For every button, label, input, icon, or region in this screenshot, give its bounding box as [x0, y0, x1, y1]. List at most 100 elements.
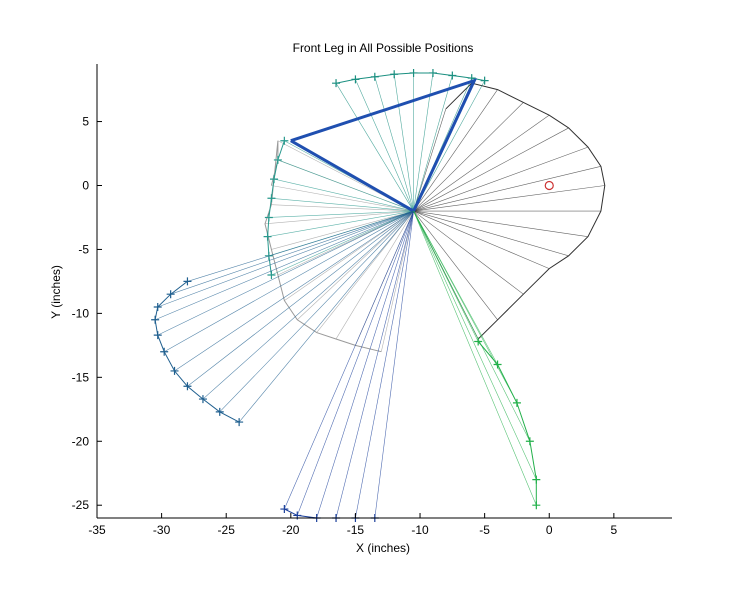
- data-point: [166, 290, 175, 299]
- fan-line: [271, 204, 414, 212]
- fan-line: [380, 211, 414, 352]
- fan-line: [413, 127, 569, 212]
- data-point: [280, 136, 289, 145]
- data-point: [525, 437, 534, 446]
- series-3: [263, 136, 414, 280]
- x-tick-label: -35: [88, 523, 106, 537]
- fan-line: [413, 210, 531, 442]
- data-point: [493, 360, 502, 369]
- series-1: [413, 82, 606, 340]
- fan-line: [271, 210, 414, 250]
- fan-line: [316, 210, 414, 333]
- fan-line: [413, 210, 550, 269]
- fan-line: [273, 178, 414, 212]
- fan-line: [413, 210, 569, 257]
- fan-line: [393, 74, 414, 212]
- fan-line: [355, 79, 414, 212]
- data-point: [474, 337, 483, 346]
- y-tick-label: -5: [78, 242, 89, 256]
- y-axis-label: Y (inches): [49, 265, 63, 319]
- chart-title: Front Leg in All Possible Positions: [293, 41, 474, 55]
- data-point: [390, 70, 399, 79]
- x-tick-label: 0: [546, 523, 553, 537]
- fan-line: [297, 210, 414, 320]
- series-line: [290, 78, 478, 214]
- fan-line: [277, 159, 414, 212]
- data-point: [532, 501, 541, 510]
- fan-line: [413, 210, 518, 404]
- fan-line: [170, 210, 414, 295]
- data-point: [370, 72, 379, 81]
- data-point: [183, 382, 192, 391]
- fan-line: [355, 211, 414, 519]
- data-point: [273, 155, 282, 164]
- fan-line: [284, 210, 414, 510]
- x-tick-label: -5: [479, 523, 490, 537]
- data-point: [153, 331, 162, 340]
- data-point: [512, 398, 521, 407]
- x-tick-label: -20: [282, 523, 300, 537]
- data-point: [264, 213, 273, 222]
- y-tick-label: -25: [72, 498, 90, 512]
- fan-line: [157, 210, 414, 308]
- fan-line: [413, 210, 537, 506]
- data-point: [409, 68, 418, 77]
- series-2: [332, 68, 489, 212]
- fan-line: [374, 211, 414, 519]
- series-4: [290, 78, 478, 214]
- x-tick-label: 5: [611, 523, 618, 537]
- data-point: [235, 418, 244, 427]
- fan-line: [335, 210, 414, 519]
- series-6: [280, 210, 414, 522]
- x-tick-label: -10: [411, 523, 429, 537]
- fan-line: [413, 210, 589, 237]
- data-point: [151, 315, 160, 324]
- fan-line: [413, 102, 524, 212]
- axes: -35 -30 -25 -20 -15 -10 -5 0 5 -25 -20 -15 -10 -5 0 5: [72, 64, 672, 537]
- series-line: [264, 140, 382, 353]
- data-point: [267, 271, 276, 280]
- fan-line: [284, 210, 414, 301]
- plot-area: [151, 68, 606, 522]
- fan-line: [238, 210, 414, 423]
- fan-line: [157, 210, 414, 336]
- fan-line: [413, 114, 550, 212]
- data-point: [270, 175, 279, 184]
- data-point: [215, 407, 224, 416]
- fan-line: [202, 210, 414, 400]
- fan-line: [413, 146, 589, 212]
- y-tick-label: 5: [82, 115, 89, 129]
- fan-line: [271, 210, 414, 276]
- fan-line: [316, 210, 414, 519]
- fan-line: [297, 210, 414, 516]
- fan-line: [413, 210, 524, 295]
- fan-line: [268, 210, 414, 218]
- x-tick-label: -25: [218, 523, 236, 537]
- data-point: [428, 68, 437, 77]
- fan-line: [335, 83, 414, 212]
- fan-line: [413, 185, 605, 212]
- x-tick-label: -30: [153, 523, 171, 537]
- data-point: [160, 347, 169, 356]
- fan-line: [413, 80, 485, 212]
- x-tick-label: -15: [347, 523, 365, 537]
- data-point: [280, 505, 289, 514]
- data-point: [170, 366, 179, 375]
- data-point: [153, 302, 162, 311]
- base-point-marker: [544, 180, 554, 191]
- fan-line: [413, 210, 537, 480]
- data-point: [480, 76, 489, 85]
- y-tick-label: -15: [72, 370, 90, 384]
- series-line: [477, 341, 537, 506]
- fan-line: [413, 166, 602, 212]
- data-point: [263, 232, 272, 241]
- fan-line: [413, 75, 453, 212]
- series-7: [413, 210, 541, 510]
- fan-line: [413, 89, 498, 212]
- fan-line: [155, 210, 414, 321]
- fan-line: [271, 185, 414, 212]
- series-5: [151, 210, 414, 427]
- fan-line: [271, 197, 414, 212]
- fan-line: [335, 210, 414, 340]
